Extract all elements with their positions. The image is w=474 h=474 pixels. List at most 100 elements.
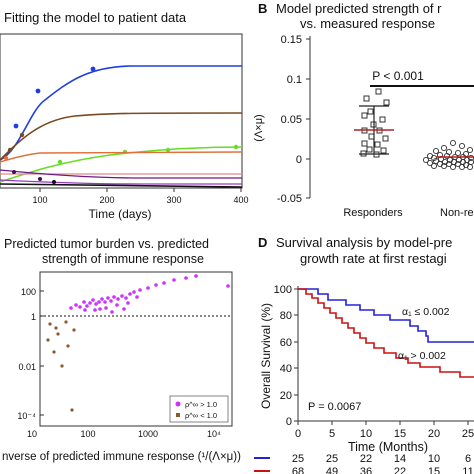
point-dark xyxy=(12,170,16,174)
point-green xyxy=(233,144,239,150)
risk-value: 36 xyxy=(360,466,372,474)
panel-a-title: Fitting the model to patient data xyxy=(4,10,187,25)
point-green xyxy=(57,159,63,165)
legend-label-low: ρ^∞ < 1.0 xyxy=(185,411,217,420)
panel-a-xlabel: Time (days) xyxy=(89,207,152,221)
panel-b-title-line2: vs. measured response xyxy=(300,16,435,31)
y-tick-label: 0.15 xyxy=(281,34,302,46)
category-label-responders: Responders xyxy=(343,207,403,219)
point-brown xyxy=(7,147,13,153)
legend-marker-high xyxy=(175,401,181,407)
responders-errorbar xyxy=(354,105,394,155)
risk-value: 68 xyxy=(292,466,304,474)
risk-value: 15 xyxy=(428,466,440,474)
panel-a-x-axis: 100 200 300 400 xyxy=(32,188,249,205)
y-tick-label: 0 xyxy=(286,416,292,428)
x-tick-label: 25 xyxy=(462,428,474,440)
x-tick-label: 100 xyxy=(32,195,47,205)
point-green xyxy=(165,147,171,153)
panel-a: Fitting the model to patient data 100 20… xyxy=(0,10,249,221)
curve-orange xyxy=(0,151,243,163)
panel-d-title-line2: growth rate at first restagi xyxy=(300,251,447,266)
legend-marker-low xyxy=(176,413,180,417)
curve-violet xyxy=(0,179,242,185)
panel-b-title-line1: Model predicted strength of r xyxy=(276,1,442,16)
point-blue xyxy=(90,66,96,72)
x-tick-label: 400 xyxy=(233,195,248,205)
panel-c-title-line2: strength of immune response xyxy=(42,252,204,266)
y-tick-label: 10⁻⁴ xyxy=(17,411,36,421)
legend-label-high: ρ^∞ > 1.0 xyxy=(185,400,217,409)
x-tick-label: 1000 xyxy=(138,429,158,439)
nonresponders-points xyxy=(422,139,474,171)
x-tick-label: 10 xyxy=(27,429,37,439)
panel-d-pvalue: P = 0.0067 xyxy=(308,401,361,413)
panel-d-x-ticks: 0 5 10 15 20 25 xyxy=(295,421,474,440)
point-dark xyxy=(38,177,42,181)
panel-c-plot-frame xyxy=(39,271,233,427)
km-curve-red xyxy=(298,288,474,378)
panel-d: D Survival analysis by model-pre growth … xyxy=(254,235,474,474)
y-tick-label: 40 xyxy=(280,363,292,375)
y-tick-label: 100 xyxy=(274,284,292,296)
x-tick-label: 100 xyxy=(80,429,95,439)
x-tick-label: 10⁴ xyxy=(207,429,221,439)
points-rho-above-1 xyxy=(69,274,230,314)
y-tick-label: 0.05 xyxy=(281,114,302,126)
x-tick-label: 20 xyxy=(428,428,440,440)
x-tick-label: 300 xyxy=(166,195,181,205)
risk-value: 14 xyxy=(394,453,406,465)
risk-table: 25 25 22 14 10 6 68 49 36 22 15 11 xyxy=(254,453,474,474)
panel-b-letter: B xyxy=(258,1,267,16)
point-blue xyxy=(35,88,41,94)
responders-points xyxy=(360,88,390,158)
x-tick-label: 200 xyxy=(99,195,114,205)
risk-value: 22 xyxy=(394,466,406,474)
panel-c-title-line1: Predicted tumor burden vs. predicted xyxy=(4,237,209,251)
x-tick-label: 5 xyxy=(329,428,335,440)
category-label-nonresponders: Non-respon xyxy=(440,207,474,219)
panel-b-ylabel: (Λ×μ) xyxy=(253,114,265,141)
label-curve-blue: α₁ ≤ 0.002 xyxy=(402,306,450,318)
label-curve-red: α₁ > 0.002 xyxy=(398,350,446,362)
y-tick-label: 1 xyxy=(31,312,36,322)
panel-d-letter: D xyxy=(258,235,267,250)
panel-c-x-ticks: 10 100 1000 10⁴ xyxy=(27,429,221,439)
x-tick-label: 0 xyxy=(295,428,301,440)
panel-c-xlabel: nverse of predicted immune response (¹/(… xyxy=(2,451,241,463)
panel-b-pvalue: P < 0.001 xyxy=(372,69,424,83)
risk-value: 22 xyxy=(360,453,372,465)
point-blue xyxy=(13,123,19,129)
panel-a-plot-frame xyxy=(0,33,243,189)
y-tick-label: -0.05 xyxy=(277,193,302,205)
y-tick-label: 0 xyxy=(296,154,302,166)
y-tick-label: 100 xyxy=(21,287,36,297)
panel-c: Predicted tumor burden vs. predicted str… xyxy=(2,237,241,463)
risk-value: 11 xyxy=(462,466,473,474)
point-brown xyxy=(19,132,25,138)
panel-c-legend-box xyxy=(169,395,229,423)
panel-d-y-ticks: 100 80 60 40 20 0 xyxy=(274,284,298,428)
y-tick-label: 80 xyxy=(280,310,292,322)
y-tick-label: 20 xyxy=(280,390,292,402)
risk-value: 25 xyxy=(326,453,338,465)
panel-d-title-line1: Survival analysis by model-pre xyxy=(276,235,452,250)
panel-b: B Model predicted strength of r vs. meas… xyxy=(253,1,474,219)
panel-b-y-ticks: 0.15 0.1 0.05 0 -0.05 xyxy=(277,34,310,205)
panel-d-xlabel: Time (Months) xyxy=(348,440,428,454)
curve-brown xyxy=(0,112,243,161)
y-tick-label: 0.1 xyxy=(287,74,302,86)
risk-value: 49 xyxy=(326,466,338,474)
risk-value: 6 xyxy=(465,453,471,465)
y-tick-label: 0.01 xyxy=(18,362,36,372)
x-tick-label: 10 xyxy=(360,428,372,440)
panel-d-ylabel: Overall Survival (%) xyxy=(259,303,273,409)
curve-black xyxy=(0,183,243,188)
point-dark xyxy=(52,180,56,184)
x-tick-label: 15 xyxy=(394,428,406,440)
risk-value: 10 xyxy=(428,453,440,465)
km-curve-blue xyxy=(298,288,474,343)
risk-value: 25 xyxy=(292,453,304,465)
y-tick-label: 60 xyxy=(280,337,292,349)
points-rho-below-1 xyxy=(46,320,76,412)
